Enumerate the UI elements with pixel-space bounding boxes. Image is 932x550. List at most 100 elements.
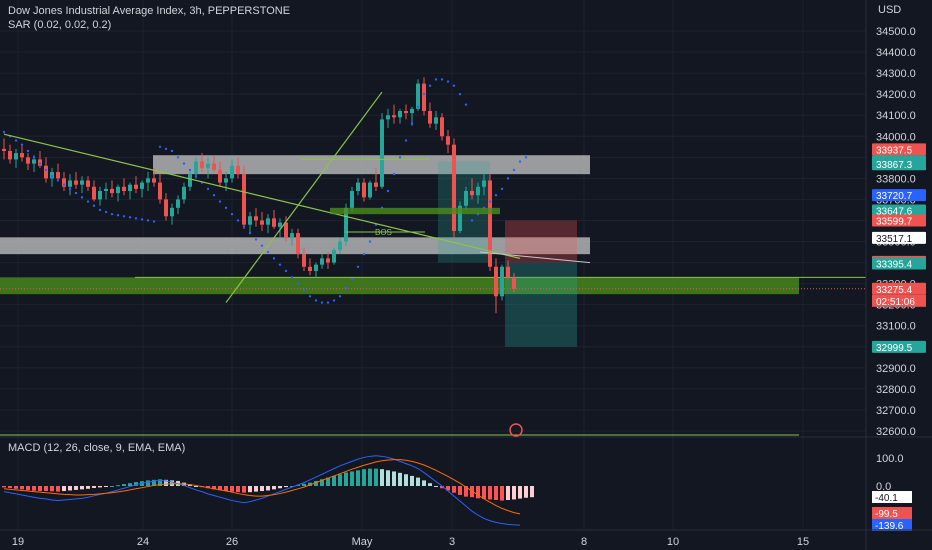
- histogram-bar: [404, 474, 408, 486]
- candle: [182, 186, 186, 200]
- sar-dot: [122, 215, 126, 218]
- x-tick-label: 8: [581, 536, 587, 548]
- candle: [452, 144, 456, 231]
- y-tick-label: 32800.0: [876, 384, 916, 396]
- candle: [458, 205, 462, 231]
- histogram-bar: [206, 486, 210, 489]
- histogram-bar: [50, 486, 54, 492]
- candle: [92, 186, 96, 200]
- macd-label: MACD (12, 26, close, 9, EMA, EMA): [8, 442, 186, 454]
- candle: [26, 157, 30, 164]
- sar-dot: [110, 212, 114, 216]
- candle: [422, 83, 426, 111]
- sar-dot: [242, 225, 246, 228]
- candle: [320, 258, 324, 265]
- histogram-bar: [20, 486, 24, 490]
- candle: [362, 182, 366, 198]
- candle: [506, 266, 510, 278]
- sar-dot: [230, 212, 234, 216]
- sar-dot: [368, 240, 372, 243]
- histogram-bar: [224, 486, 228, 492]
- countdown-tag: [872, 294, 926, 307]
- countdown-label: 02:51:06: [876, 297, 915, 308]
- candle: [464, 191, 468, 206]
- histogram-bar: [110, 486, 114, 487]
- histogram-bar: [212, 486, 216, 490]
- value-tag-label: -139.6: [875, 521, 904, 532]
- y-tick-label: 34000.0: [876, 131, 916, 143]
- candle: [206, 163, 210, 168]
- histogram-bar: [368, 468, 372, 486]
- sar-dot: [362, 252, 366, 256]
- y-tick-label: 100.0: [876, 453, 904, 465]
- candle: [290, 233, 294, 238]
- candle: [212, 163, 216, 170]
- price-tag: [872, 204, 926, 217]
- price-tag-label: 33867.3: [876, 160, 913, 171]
- candle: [200, 161, 204, 168]
- sar-dot: [206, 187, 210, 191]
- candle: [404, 111, 408, 114]
- histogram-bar: [446, 486, 450, 491]
- x-tick-label: 3: [449, 536, 455, 548]
- sar-dot: [74, 191, 78, 195]
- histogram-bar: [434, 486, 438, 487]
- price-tag: [872, 214, 926, 227]
- sar-dot: [434, 78, 438, 81]
- candle: [326, 258, 330, 263]
- histogram-bar: [2, 486, 6, 488]
- sar-dot: [176, 156, 180, 159]
- histogram-bar: [188, 484, 192, 486]
- value-tag: [872, 519, 912, 531]
- candle: [98, 191, 102, 200]
- sar-dot: [116, 214, 120, 217]
- y-tick-label: 34100.0: [876, 110, 916, 122]
- y-tick-label: 32600.0: [876, 426, 916, 438]
- sar-dot: [314, 299, 318, 302]
- candle: [440, 117, 444, 137]
- candle: [482, 180, 486, 187]
- sar-dot: [488, 200, 492, 203]
- candle: [104, 188, 108, 191]
- histogram-bar: [116, 485, 120, 487]
- histogram-bar: [416, 477, 420, 486]
- price-tag-label: 33517.1: [876, 234, 913, 245]
- alert-icon: [509, 423, 523, 437]
- histogram-bar: [410, 475, 414, 486]
- sar-dot: [356, 265, 360, 268]
- price-tag-label: 33937.5: [876, 145, 913, 156]
- sar-dot: [194, 175, 198, 178]
- sar-dot: [518, 160, 522, 163]
- sar-dot: [140, 218, 144, 221]
- sar-dot: [224, 206, 228, 210]
- sar-dot: [62, 183, 66, 186]
- sar-dot: [446, 80, 450, 83]
- sar-dot: [266, 250, 270, 254]
- histogram-bar: [512, 486, 516, 500]
- candle: [398, 111, 402, 118]
- candle: [230, 165, 234, 179]
- price-tag: [872, 158, 926, 171]
- candle: [284, 222, 288, 238]
- candle: [266, 218, 270, 225]
- histogram-bar: [500, 486, 504, 501]
- histogram-bar: [164, 479, 168, 486]
- sar-dot: [14, 139, 18, 142]
- histogram-bar: [152, 479, 156, 486]
- price-tag-label: 33720.7: [876, 191, 913, 202]
- candle: [374, 182, 378, 187]
- candle: [224, 178, 228, 183]
- sar-dot: [284, 269, 288, 273]
- y-tick-label: 34400.0: [876, 47, 916, 59]
- candle: [32, 159, 36, 164]
- trend-line: [3, 133, 521, 259]
- sar-dot: [38, 162, 42, 165]
- histogram-bar: [476, 486, 480, 499]
- sar-dot: [416, 105, 420, 108]
- candle: [446, 136, 450, 145]
- histogram-bar: [170, 480, 174, 486]
- candle: [86, 180, 90, 187]
- histogram-bar: [254, 486, 258, 492]
- histogram-bar: [260, 486, 264, 492]
